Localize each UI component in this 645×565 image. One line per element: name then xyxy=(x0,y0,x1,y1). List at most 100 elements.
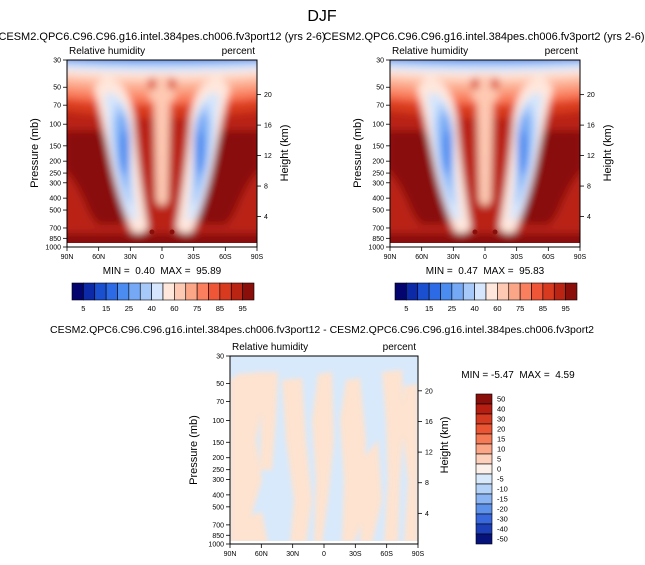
pressure-tick-label: 30 xyxy=(53,58,61,65)
x-tick-label: 90S xyxy=(574,254,587,261)
colorbar-label: 25 xyxy=(448,304,456,313)
diff-colorbar-box xyxy=(475,513,493,525)
panel-3-x-ticks: 90N 60N 30N 0 30S 60S 90S xyxy=(224,544,425,558)
x-tick-label: 0 xyxy=(322,551,326,558)
diff-colorbar-label: 0 xyxy=(497,465,501,474)
colorbar-box xyxy=(462,282,475,301)
height-tick-label: 12 xyxy=(587,153,595,160)
x-tick-label: 30S xyxy=(510,254,523,261)
colorbar-box xyxy=(474,282,487,301)
height-tick-label: 4 xyxy=(425,511,429,518)
colorbar-box xyxy=(394,282,407,301)
panel-2-y2label: Height (km) xyxy=(602,125,614,182)
pressure-tick-label: 30 xyxy=(376,58,384,65)
pressure-tick-label: 50 xyxy=(53,85,61,92)
pressure-tick-label: 700 xyxy=(372,225,384,232)
colorbar-label: 95 xyxy=(238,304,246,313)
height-tick-label: 8 xyxy=(264,184,268,191)
colorbar-box xyxy=(508,282,521,301)
diff-colorbar-box xyxy=(475,533,493,545)
colorbar-box xyxy=(139,282,152,301)
diff-colorbar-box xyxy=(475,413,493,425)
height-tick-label: 12 xyxy=(425,450,433,457)
colorbar-label: 95 xyxy=(561,304,569,313)
pressure-tick-label: 150 xyxy=(49,143,61,150)
x-tick-label: 30N xyxy=(124,254,137,261)
panel-3-ylabel: Pressure (mb) xyxy=(188,415,200,485)
colorbar-box xyxy=(497,282,510,301)
x-tick-label: 0 xyxy=(483,254,487,261)
panel-3-y2label: Height (km) xyxy=(439,417,451,474)
panel-2-right-subtitle: percent xyxy=(545,46,579,57)
panel-3-left-subtitle: Relative humidity xyxy=(232,342,308,353)
panel-2-field xyxy=(390,60,580,247)
x-tick-label: 90N xyxy=(61,254,74,261)
x-tick-label: 60N xyxy=(92,254,105,261)
diff-colorbar-label: 20 xyxy=(497,425,505,434)
colorbar-box xyxy=(208,282,221,301)
colorbar-box xyxy=(531,282,544,301)
panel-2-title: CESM2.QPC6.C96.C96.g16.intel.384pes.ch00… xyxy=(324,31,645,43)
height-tick-label: 16 xyxy=(264,123,272,130)
diff-colorbar-label: 40 xyxy=(497,405,505,414)
panel-1-right-subtitle: percent xyxy=(222,46,256,57)
colorbar-box xyxy=(542,282,555,301)
height-tick-label: 16 xyxy=(425,419,433,426)
x-tick-label: 60S xyxy=(219,254,232,261)
pressure-tick-label: 50 xyxy=(376,85,384,92)
height-tick-label: 4 xyxy=(264,214,268,221)
pressure-tick-label: 1000 xyxy=(368,245,384,252)
diff-colorbar-box xyxy=(475,523,493,535)
diff-colorbar-box xyxy=(475,473,493,485)
colorbar-box xyxy=(230,282,243,301)
pressure-tick-label: 150 xyxy=(212,440,224,447)
colorbar-label: 75 xyxy=(193,304,201,313)
pressure-tick-label: 300 xyxy=(49,180,61,187)
height-tick-label: 16 xyxy=(587,123,595,130)
x-tick-label: 90N xyxy=(384,254,397,261)
height-tick-label: 8 xyxy=(425,480,429,487)
panel-1-title: CESM2.QPC6.C96.C96.g16.intel.384pes.ch00… xyxy=(0,31,326,43)
pressure-tick-label: 850 xyxy=(372,236,384,243)
pressure-tick-label: 250 xyxy=(49,171,61,178)
pressure-tick-label: 700 xyxy=(49,225,61,232)
diff-colorbar-label: 15 xyxy=(497,435,505,444)
diff-colorbar-label: -10 xyxy=(497,485,508,494)
colorbar-label: 85 xyxy=(216,304,224,313)
pressure-tick-label: 500 xyxy=(372,208,384,215)
pressure-tick-label: 250 xyxy=(212,467,224,474)
panel-2-colorbar: 5 15 25 40 60 75 85 95 xyxy=(394,282,578,313)
pressure-tick-label: 850 xyxy=(212,533,224,540)
panel-2-height-ticks: 20 16 12 8 4 xyxy=(580,92,595,221)
diff-colorbar-label: 50 xyxy=(497,395,505,404)
colorbar-label: 40 xyxy=(147,304,155,313)
panel-3-minmax: MIN = -5.47 MAX = 4.59 xyxy=(461,370,575,381)
height-tick-label: 12 xyxy=(264,153,272,160)
x-tick-label: 30S xyxy=(187,254,200,261)
panel-2-left-subtitle: Relative humidity xyxy=(392,46,468,57)
pressure-tick-label: 1000 xyxy=(208,542,224,549)
height-tick-label: 20 xyxy=(425,388,433,395)
x-tick-label: 60S xyxy=(542,254,555,261)
colorbar-box xyxy=(162,282,175,301)
diff-colorbar-box xyxy=(475,433,493,445)
panel-1-pressure-ticks: 30 50 70 100 150 200 250 300 400 500 700 850 1000 xyxy=(45,58,67,252)
colorbar-box xyxy=(71,282,84,301)
colorbar-box xyxy=(196,282,209,301)
colorbar-box xyxy=(105,282,118,301)
colorbar-box xyxy=(428,282,441,301)
pressure-tick-label: 30 xyxy=(216,354,224,361)
colorbar-label: 25 xyxy=(125,304,133,313)
diff-colorbar-label: 30 xyxy=(497,415,505,424)
colorbar-box xyxy=(417,282,430,301)
height-tick-label: 20 xyxy=(587,92,595,99)
colorbar-box xyxy=(151,282,164,301)
panel-1-minmax: MIN = 0.40 MAX = 95.89 xyxy=(103,266,222,277)
diff-colorbar-label: -50 xyxy=(497,535,508,544)
pressure-tick-label: 850 xyxy=(49,236,61,243)
diff-colorbar-box xyxy=(475,423,493,435)
diff-colorbar-box xyxy=(475,393,493,405)
colorbar-label: 40 xyxy=(470,304,478,313)
diff-colorbar-label: -15 xyxy=(497,495,508,504)
